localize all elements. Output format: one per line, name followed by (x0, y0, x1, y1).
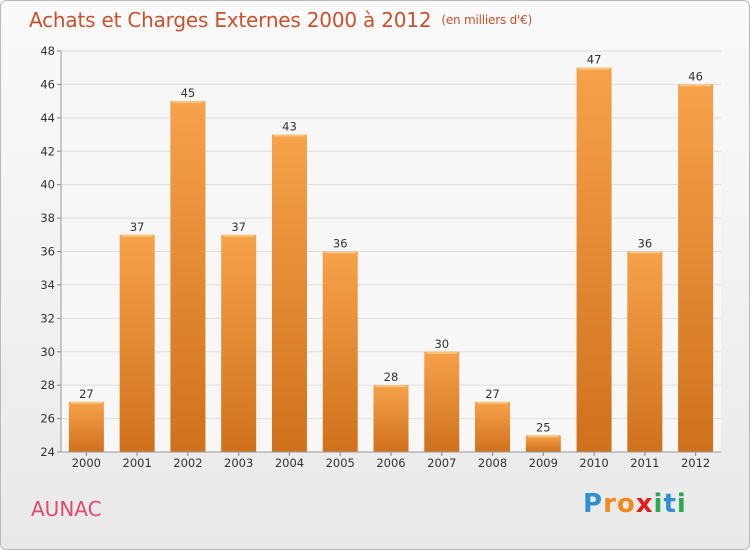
bar-value-label: 30 (434, 337, 449, 351)
bar-highlight (477, 401, 509, 404)
logo-letter: t (663, 489, 677, 519)
bar-2004 (271, 134, 307, 452)
x-tick-label: 2010 (579, 456, 608, 470)
bar-highlight (426, 351, 458, 354)
x-tick-label: 2005 (326, 456, 355, 470)
bar-2011 (627, 251, 663, 452)
bar-value-label: 36 (638, 237, 653, 251)
bar-highlight (172, 101, 204, 104)
commune-label: AUNAC (31, 497, 102, 521)
chart-unit: (en milliers d'€) (441, 13, 533, 27)
y-tick-label: 44 (40, 111, 55, 125)
bar-value-label: 37 (130, 220, 145, 234)
y-tick-label: 40 (40, 178, 55, 192)
x-tick-label: 2011 (630, 456, 659, 470)
bar-2005 (322, 251, 358, 452)
y-tick-label: 24 (40, 445, 55, 459)
x-tick-label: 2006 (376, 456, 405, 470)
y-tick-label: 38 (40, 211, 55, 225)
bar-value-label: 45 (181, 86, 196, 100)
proxiti-logo[interactable]: Proxiti (583, 489, 687, 519)
chart-title: Achats et Charges Externes 2000 à 2012 (e… (29, 8, 532, 32)
y-tick-label: 34 (40, 278, 55, 292)
x-tick-label: 2004 (275, 456, 304, 470)
x-tick-label: 2009 (529, 456, 558, 470)
bar-highlight (121, 234, 153, 237)
bar-value-label: 47 (587, 53, 602, 67)
bar-highlight (70, 401, 102, 404)
bar-value-label: 27 (79, 387, 94, 401)
y-tick-label: 32 (40, 311, 55, 325)
y-tick-label: 28 (40, 378, 55, 392)
x-tick-label: 2008 (478, 456, 507, 470)
x-tick-label: 2000 (72, 456, 101, 470)
y-tick-label: 36 (40, 245, 55, 259)
bar-value-label: 46 (688, 69, 703, 83)
bar-value-label: 25 (536, 420, 551, 434)
bar-highlight (223, 234, 255, 237)
bar-value-label: 37 (231, 220, 246, 234)
bar-2001 (119, 234, 155, 452)
bar-highlight (680, 84, 712, 87)
bar-2010 (576, 67, 612, 452)
bar-highlight (527, 435, 559, 438)
bar-2007 (424, 351, 460, 452)
bar-highlight (629, 251, 661, 254)
bar-highlight (578, 67, 610, 70)
bar-value-label: 43 (282, 120, 297, 134)
chart-title-text: Achats et Charges Externes 2000 à 2012 (29, 8, 432, 32)
bar-2009 (525, 435, 561, 452)
y-tick-label: 48 (40, 44, 55, 58)
logo-letter: r (603, 489, 617, 519)
logo-letter: i (653, 489, 664, 519)
y-tick-label: 30 (40, 345, 55, 359)
x-tick-label: 2001 (123, 456, 152, 470)
axis-layer: 24 26 28 30 32 34 36 38 40 42 44 46 48 2000 2001 2002 20… (40, 44, 721, 470)
bar-2008 (475, 401, 511, 452)
bar-value-label: 28 (384, 370, 399, 384)
bar-value-label: 27 (485, 387, 500, 401)
y-tick-label: 42 (40, 144, 55, 158)
logo-letter: i (676, 489, 687, 519)
logo-letter: o (616, 489, 636, 519)
bar-layer: 27 37 45 37 43 36 28 30 27 25 47 36 46 (68, 53, 714, 453)
bar-2000 (68, 401, 104, 452)
bar-highlight (375, 385, 407, 388)
y-tick-label: 26 (40, 412, 55, 426)
bar-2006 (373, 385, 409, 452)
x-tick-label: 2007 (427, 456, 456, 470)
x-tick-label: 2002 (173, 456, 202, 470)
bar-2003 (221, 234, 257, 452)
y-tick-label: 46 (40, 77, 55, 91)
bar-value-label: 36 (333, 237, 348, 251)
bar-2012 (678, 84, 714, 453)
logo-letter: x (635, 489, 654, 519)
bar-highlight (324, 251, 356, 254)
logo-letter: P (583, 489, 604, 519)
x-tick-label: 2003 (224, 456, 253, 470)
bar-highlight (273, 134, 305, 137)
bar-2002 (170, 101, 206, 452)
x-tick-label: 2012 (681, 456, 710, 470)
